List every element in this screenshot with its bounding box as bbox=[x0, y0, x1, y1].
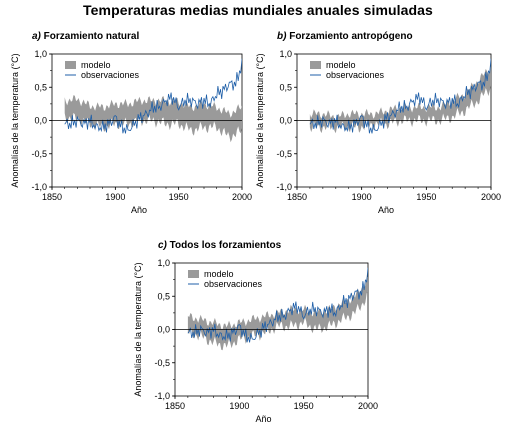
panel-title: b) Forzamiento antropógeno bbox=[277, 31, 413, 42]
y-axis-label: Anomalías de la temperatura (°C) bbox=[10, 53, 20, 187]
y-tick-label: 0,0 bbox=[279, 116, 292, 126]
plot-area bbox=[187, 267, 368, 351]
panel-letter: c) bbox=[158, 240, 170, 251]
y-axis-label: Anomalías de la temperatura (°C) bbox=[255, 53, 265, 187]
y-tick-label: -0,5 bbox=[31, 149, 47, 159]
panel-title: c) Todos los forzamientos bbox=[158, 240, 282, 251]
x-tick-label: 2000 bbox=[232, 192, 252, 202]
chart-panel-3: c) Todos los forzamientos -1,0 -0,5 0,0 0,5 1… bbox=[133, 240, 378, 424]
chart-panel-1: a) Forzamiento natural -1,0 -0,5 0,0 0,5 1,0 1… bbox=[10, 31, 252, 215]
y-tick-label: -1,0 bbox=[31, 182, 47, 192]
x-tick-label: 1900 bbox=[352, 192, 372, 202]
y-axis-label: Anomalías de la temperatura (°C) bbox=[133, 262, 143, 396]
figure-title: Temperaturas medias mundiales anuales si… bbox=[83, 2, 433, 18]
y-tick-label: -1,0 bbox=[276, 182, 292, 192]
y-tick-label: 1,0 bbox=[157, 258, 170, 268]
panel-letter: a) bbox=[32, 31, 44, 42]
x-axis-label: Año bbox=[131, 205, 147, 215]
legend-label-model: modelo bbox=[81, 60, 111, 70]
x-axis-label: Año bbox=[255, 414, 271, 424]
y-tick-label: -1,0 bbox=[154, 391, 170, 401]
x-tick-label: 1850 bbox=[42, 192, 62, 202]
legend-label-model: modelo bbox=[204, 269, 234, 279]
plot-area bbox=[309, 58, 491, 134]
y-tick-label: 1,0 bbox=[279, 49, 292, 59]
model-band bbox=[309, 65, 491, 134]
chart-panel-2: b) Forzamiento antropógeno -1,0 -0,5 0,0 0,5… bbox=[255, 31, 501, 215]
panel-title-text: Forzamiento antropógeno bbox=[289, 31, 412, 42]
y-tick-label: 0,5 bbox=[279, 82, 292, 92]
observations-line bbox=[64, 58, 242, 134]
legend-label-observations: observaciones bbox=[81, 70, 140, 80]
observations-line bbox=[187, 267, 368, 343]
x-tick-label: 2000 bbox=[358, 401, 378, 411]
y-tick-label: 0,5 bbox=[157, 291, 170, 301]
observations-line bbox=[309, 58, 491, 134]
model-band bbox=[64, 95, 242, 143]
y-tick-label: 0,0 bbox=[34, 116, 47, 126]
x-tick-label: 1950 bbox=[294, 401, 314, 411]
panel-letter: b) bbox=[277, 31, 289, 42]
y-tick-label: 0,5 bbox=[34, 82, 47, 92]
panel-title-text: Todos los forzamientos bbox=[170, 240, 282, 251]
plot-area bbox=[64, 58, 242, 143]
panel-title-text: Forzamiento natural bbox=[44, 31, 140, 42]
x-tick-label: 1850 bbox=[287, 192, 307, 202]
y-tick-label: 1,0 bbox=[34, 49, 47, 59]
y-tick-label: -0,5 bbox=[154, 358, 170, 368]
legend-swatch-model bbox=[65, 61, 76, 69]
x-tick-label: 1950 bbox=[169, 192, 189, 202]
legend-label-model: modelo bbox=[326, 60, 356, 70]
x-tick-label: 1900 bbox=[105, 192, 125, 202]
x-axis-label: Año bbox=[378, 205, 394, 215]
y-tick-label: 0,0 bbox=[157, 325, 170, 335]
y-tick-label: -0,5 bbox=[276, 149, 292, 159]
x-tick-label: 2000 bbox=[481, 192, 501, 202]
legend-label-observations: observaciones bbox=[204, 279, 263, 289]
legend-label-observations: observaciones bbox=[326, 70, 385, 80]
x-tick-label: 1900 bbox=[229, 401, 249, 411]
x-tick-label: 1850 bbox=[165, 401, 185, 411]
legend-swatch-model bbox=[188, 270, 199, 278]
legend-swatch-model bbox=[310, 61, 321, 69]
panel-title: a) Forzamiento natural bbox=[32, 31, 139, 42]
x-tick-label: 1950 bbox=[416, 192, 436, 202]
